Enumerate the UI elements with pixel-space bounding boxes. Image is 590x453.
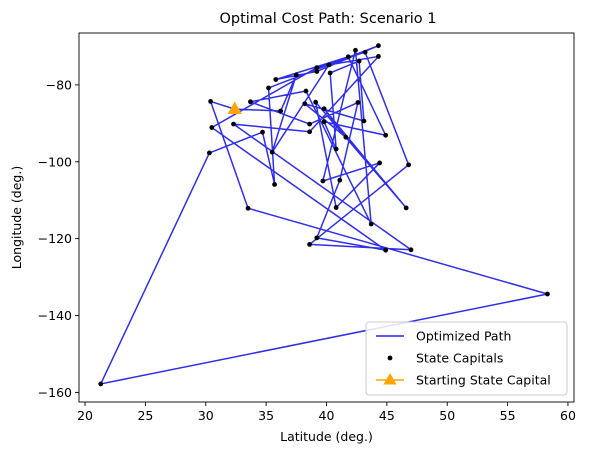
state-capital-point bbox=[356, 58, 362, 64]
state-capital-point bbox=[383, 247, 389, 253]
state-capital-point bbox=[307, 242, 312, 247]
state-capital-point bbox=[406, 162, 411, 168]
state-capital-point bbox=[248, 99, 253, 105]
x-tick-label: 20 bbox=[77, 408, 93, 423]
x-tick-label: 55 bbox=[500, 408, 516, 423]
state-capital-point bbox=[326, 62, 332, 68]
y-tick-label: −160 bbox=[38, 385, 72, 400]
state-capital-point bbox=[383, 132, 389, 138]
legend-box bbox=[365, 321, 568, 396]
y-tick-label: −120 bbox=[38, 231, 72, 246]
x-axis-label: Latitude (deg.) bbox=[280, 429, 373, 444]
state-capital-point bbox=[545, 291, 550, 297]
state-capital-point bbox=[314, 235, 320, 241]
state-capital-point bbox=[320, 178, 326, 184]
state-capital-point bbox=[307, 121, 312, 127]
state-capital-point bbox=[321, 119, 327, 125]
x-tick-label: 45 bbox=[379, 408, 395, 423]
legend-start-swatch bbox=[383, 373, 397, 385]
legend-label: Optimized Path bbox=[416, 329, 511, 344]
state-capital-point bbox=[245, 205, 251, 211]
state-capital-point bbox=[345, 54, 351, 60]
x-tick-label: 25 bbox=[137, 408, 153, 423]
x-tick-label: 35 bbox=[258, 408, 274, 423]
x-tick-label: 60 bbox=[560, 408, 576, 423]
plot-frame bbox=[78, 32, 575, 403]
state-capital-point bbox=[269, 149, 275, 155]
y-axis-label: Longitude (deg.) bbox=[9, 166, 24, 269]
y-axis: −160 −140 −120 −100 −80 bbox=[38, 77, 79, 400]
state-capital-point bbox=[273, 77, 279, 82]
state-capital-point bbox=[303, 88, 309, 94]
y-tick-label: −100 bbox=[38, 154, 72, 169]
state-capital-point bbox=[293, 72, 299, 78]
state-capital-point bbox=[362, 49, 368, 55]
state-capital-point bbox=[333, 205, 339, 210]
state-capital-point bbox=[266, 85, 271, 91]
state-capital-point bbox=[333, 146, 339, 152]
state-capital-point bbox=[355, 100, 361, 105]
state-capital-point bbox=[314, 69, 320, 74]
state-capital-point bbox=[206, 150, 212, 156]
legend: Optimized Path State Capitals Starting Sta… bbox=[365, 321, 568, 396]
state-capital-point bbox=[408, 247, 414, 253]
chart-title: Optimal Cost Path: Scenario 1 bbox=[219, 11, 436, 27]
x-axis: 20 25 30 35 40 45 50 55 60 bbox=[77, 402, 576, 423]
state-capital-point bbox=[376, 43, 381, 49]
state-capital-point bbox=[307, 129, 312, 135]
state-capital-point bbox=[403, 205, 409, 211]
state-capital-point bbox=[377, 160, 383, 166]
state-capital-point bbox=[302, 101, 308, 107]
legend-label: Starting State Capital bbox=[416, 373, 551, 388]
state-capital-point bbox=[231, 121, 236, 127]
y-tick-label: −80 bbox=[46, 77, 72, 92]
state-capital-point bbox=[272, 182, 277, 187]
state-capital-point bbox=[343, 134, 349, 140]
state-capital-point bbox=[98, 381, 104, 387]
state-capital-point bbox=[278, 108, 284, 114]
legend-capital-swatch bbox=[387, 355, 393, 361]
x-tick-label: 30 bbox=[198, 408, 214, 423]
x-tick-label: 40 bbox=[319, 408, 335, 423]
x-tick-label: 50 bbox=[439, 408, 455, 423]
state-capital-point bbox=[353, 47, 358, 53]
state-capital-point bbox=[313, 99, 319, 105]
state-capital-point bbox=[361, 118, 367, 124]
state-capital-point bbox=[321, 106, 327, 112]
optimized-path-line bbox=[99, 44, 549, 385]
state-capital-point bbox=[368, 221, 374, 227]
y-tick-label: −140 bbox=[38, 308, 72, 323]
state-capital-point bbox=[337, 177, 343, 183]
state-capital-point bbox=[314, 65, 320, 70]
legend-label: State Capitals bbox=[416, 351, 503, 366]
state-capital-point bbox=[376, 54, 381, 59]
state-capital-point bbox=[208, 99, 213, 104]
state-capital-point bbox=[209, 125, 215, 130]
starting-capital-marker bbox=[227, 101, 242, 114]
state-capital-point bbox=[260, 129, 265, 135]
state-capital-point bbox=[327, 70, 333, 76]
